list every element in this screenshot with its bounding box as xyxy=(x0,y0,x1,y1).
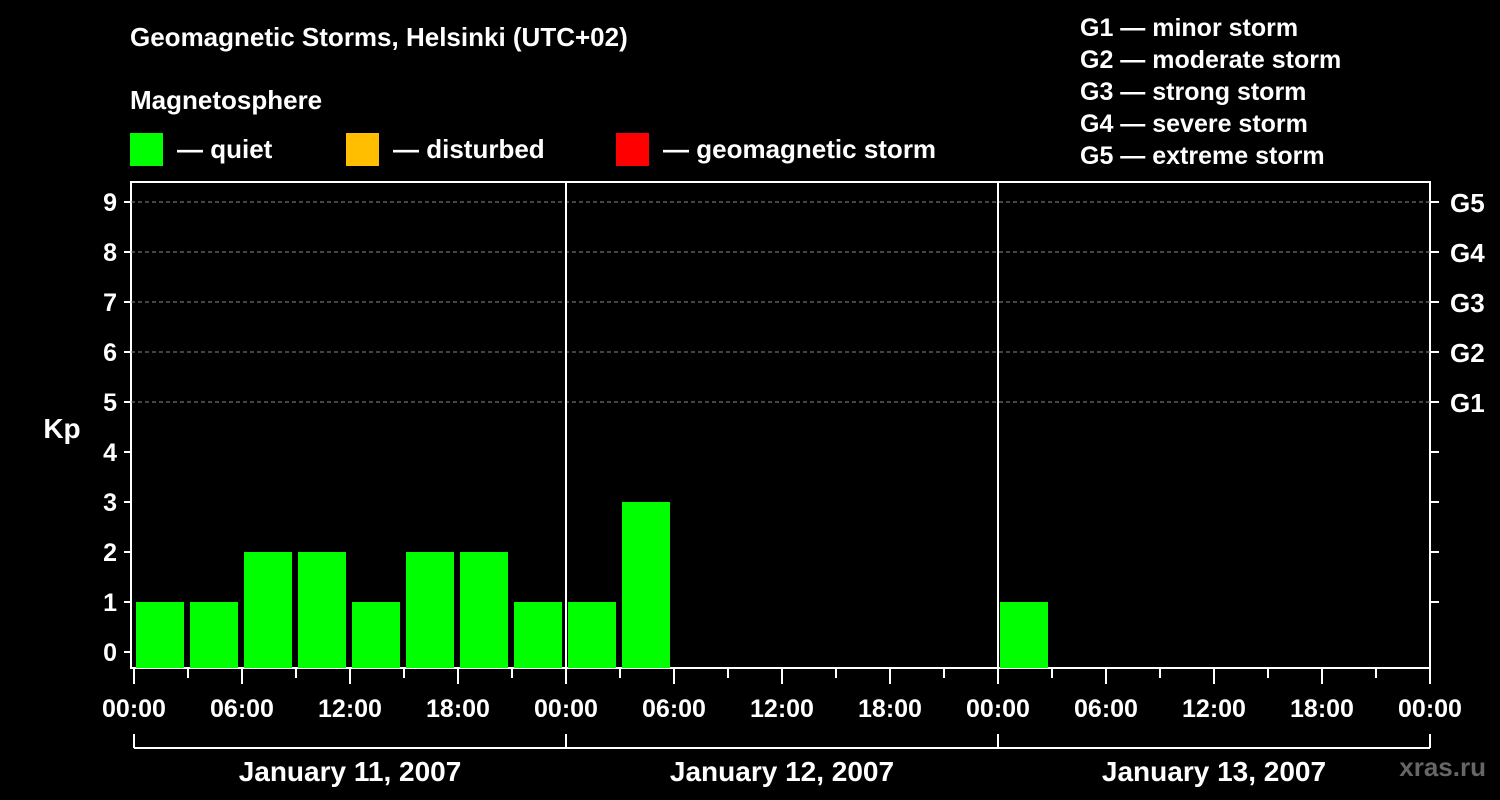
kp-bar-3 xyxy=(298,552,346,668)
x-tick-label-10: 12:00 xyxy=(1182,695,1246,723)
y-tick-label-3: 3 xyxy=(103,489,117,517)
kp-bar-8 xyxy=(568,602,616,668)
kp-bar-4 xyxy=(352,602,400,668)
g-scale-label-g5: G5 xyxy=(1450,188,1485,218)
x-tick-label-0: 00:00 xyxy=(102,695,166,723)
x-tick-label-9: 06:00 xyxy=(1074,695,1138,723)
kp-bar-2 xyxy=(244,552,292,668)
kp-bar-10 xyxy=(1000,602,1048,668)
kp-bar-6 xyxy=(460,552,508,668)
day-label-0: January 11, 2007 xyxy=(239,756,462,787)
y-tick-label-4: 4 xyxy=(103,439,117,467)
legend-swatch-disturbed xyxy=(346,132,379,166)
legend-item-quiet: — quiet xyxy=(130,132,272,166)
storm-scale-g4: G4 — severe storm xyxy=(1080,110,1308,138)
kp-bar-1 xyxy=(190,602,238,668)
chart-title: Geomagnetic Storms, Helsinki (UTC+02) xyxy=(130,22,628,52)
y-tick-label-7: 7 xyxy=(103,289,117,317)
y-tick-label-9: 9 xyxy=(103,189,117,217)
plot-frame xyxy=(130,181,1431,669)
legend-item-storm: — geomagnetic storm xyxy=(616,132,936,166)
y-tick-label-0: 0 xyxy=(103,639,117,667)
y-axis-label: Kp xyxy=(43,413,80,444)
y-tick-label-8: 8 xyxy=(103,239,117,267)
storm-scale-g5: G5 — extreme storm xyxy=(1080,142,1325,170)
y-tick-label-5: 5 xyxy=(103,389,117,417)
x-tick-label-4: 00:00 xyxy=(534,695,598,723)
kp-bar-7 xyxy=(514,602,562,668)
legend-label-quiet: — quiet xyxy=(177,133,273,164)
magnetosphere-title: Magnetosphere xyxy=(130,85,323,115)
day-label-2: January 13, 2007 xyxy=(1102,756,1326,787)
kp-bar-0 xyxy=(136,602,184,668)
storm-scale-legend: G1 — minor storm G2 — moderate storm G3 … xyxy=(1080,12,1341,172)
x-tick-label-3: 18:00 xyxy=(426,695,490,723)
x-tick-label-11: 18:00 xyxy=(1290,695,1354,723)
x-tick-label-8: 00:00 xyxy=(966,695,1030,723)
x-tick-label-6: 12:00 xyxy=(750,695,814,723)
g-scale-label-g3: G3 xyxy=(1450,288,1485,318)
x-tick-label-12: 00:00 xyxy=(1398,695,1462,723)
legend-swatch-storm xyxy=(616,132,649,166)
x-tick-label-2: 12:00 xyxy=(318,695,382,723)
kp-bar-5 xyxy=(406,552,454,668)
legend-swatch-quiet xyxy=(130,132,163,166)
watermark: xras.ru xyxy=(1399,752,1486,782)
storm-scale-g2: G2 — moderate storm xyxy=(1080,46,1342,74)
x-tick-label-5: 06:00 xyxy=(642,695,706,723)
storm-scale-g3: G3 — strong storm xyxy=(1080,78,1307,106)
y-tick-label-2: 2 xyxy=(103,539,117,567)
legend-label-disturbed: — disturbed xyxy=(393,133,545,164)
x-tick-label-1: 06:00 xyxy=(210,695,274,723)
storm-scale-g1: G1 — minor storm xyxy=(1080,14,1299,42)
legend-item-disturbed: — disturbed xyxy=(346,132,545,166)
y-tick-label-1: 1 xyxy=(103,589,117,617)
legend-label-storm: — geomagnetic storm xyxy=(663,133,937,164)
g-scale-label-g4: G4 xyxy=(1450,238,1485,268)
y-tick-label-6: 6 xyxy=(103,339,117,367)
g-scale-label-g2: G2 xyxy=(1450,338,1485,368)
kp-bar-9 xyxy=(622,502,670,668)
x-tick-label-7: 18:00 xyxy=(858,695,922,723)
day-label-1: January 12, 2007 xyxy=(670,756,894,787)
g-scale-label-g1: G1 xyxy=(1450,388,1485,418)
